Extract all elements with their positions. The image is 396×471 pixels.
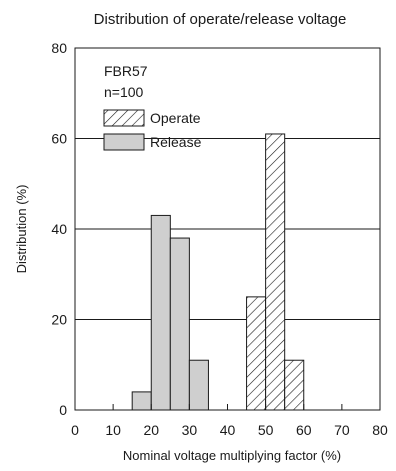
x-tick-label: 60 bbox=[296, 422, 312, 438]
x-tick-label: 10 bbox=[105, 422, 121, 438]
legend-swatch-release bbox=[103, 133, 145, 151]
y-axis-ticks: 0 20 40 60 80 bbox=[51, 40, 81, 418]
legend-label-release: Release bbox=[150, 134, 202, 150]
release-bar bbox=[188, 359, 209, 411]
legend: Operate Release bbox=[103, 109, 202, 151]
release-bar bbox=[169, 237, 190, 411]
x-tick-label: 50 bbox=[258, 422, 274, 438]
bars bbox=[131, 133, 305, 411]
y-tick-label: 80 bbox=[51, 40, 67, 56]
x-tick-label: 20 bbox=[143, 422, 159, 438]
x-axis-ticks: 0 10 20 30 40 50 60 70 80 bbox=[71, 404, 388, 438]
legend-label-operate: Operate bbox=[150, 110, 201, 126]
x-axis-label: Nominal voltage multiplying factor (%) bbox=[123, 448, 341, 463]
x-tick-label: 40 bbox=[220, 422, 236, 438]
chart-title: Distribution of operate/release voltage bbox=[94, 11, 347, 28]
y-tick-label: 20 bbox=[51, 312, 67, 328]
legend-swatch-operate bbox=[103, 109, 145, 127]
y-axis-label: Distribution (%) bbox=[14, 185, 29, 274]
x-tick-label: 70 bbox=[334, 422, 350, 438]
y-tick-label: 60 bbox=[51, 131, 67, 147]
y-tick-label: 40 bbox=[51, 221, 67, 237]
annotation-sample-size: n=100 bbox=[104, 84, 144, 100]
operate-bar bbox=[284, 359, 305, 411]
release-bar bbox=[150, 214, 171, 411]
gridlines bbox=[75, 138, 380, 320]
x-tick-label: 80 bbox=[372, 422, 388, 438]
release-bar bbox=[131, 391, 152, 411]
y-tick-label: 0 bbox=[59, 402, 67, 418]
x-tick-label: 0 bbox=[71, 422, 79, 438]
operate-bar bbox=[265, 133, 286, 411]
operate-bar bbox=[246, 296, 267, 411]
x-tick-label: 30 bbox=[182, 422, 198, 438]
annotation-model: FBR57 bbox=[104, 63, 148, 79]
